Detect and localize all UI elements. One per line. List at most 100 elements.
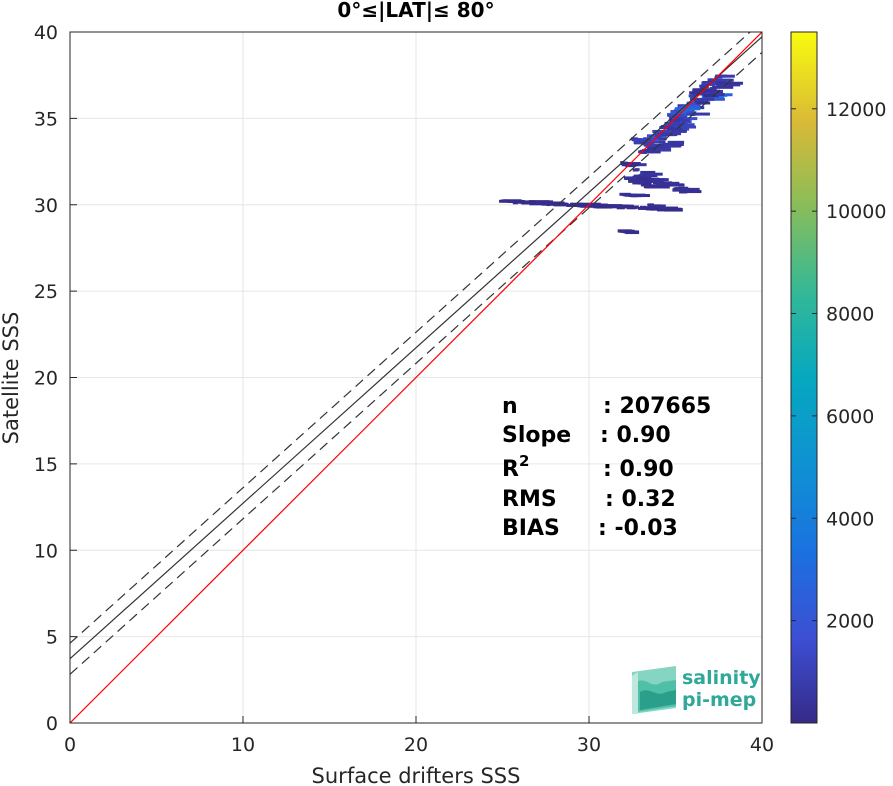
density-cell (650, 207, 666, 211)
waves-icon (632, 666, 676, 714)
density-cell (659, 143, 665, 147)
density-cell (681, 104, 701, 108)
logo-line-1: salinity (682, 667, 761, 689)
density-cell (667, 127, 683, 131)
stat-value: : -0.03 (598, 516, 678, 541)
density-cell (628, 205, 633, 209)
density-cell (690, 100, 699, 104)
density-cell (654, 204, 666, 208)
density-cell (647, 147, 655, 151)
x-tick-label: 10 (231, 734, 255, 756)
density-cell (664, 130, 672, 134)
density-cell (720, 83, 741, 87)
density-cell (710, 90, 723, 94)
density-cell (696, 97, 715, 101)
density-cell (678, 106, 699, 110)
y-tick-label: 35 (34, 108, 58, 130)
density-cell (648, 180, 664, 184)
density-cell (593, 205, 599, 209)
density-cell (647, 185, 670, 189)
x-tick-label: 40 (750, 734, 774, 756)
density-cell (616, 204, 634, 208)
stat-label: BIAS (502, 516, 560, 541)
stat-label: R (502, 457, 519, 482)
x-tick-label: 20 (404, 734, 428, 756)
stat-value: : 0.32 (605, 487, 676, 512)
density-cell (667, 114, 685, 118)
density-cell (700, 85, 709, 89)
density-cell (517, 200, 537, 204)
y-tick-label: 5 (46, 627, 58, 649)
fit-line (70, 36, 762, 660)
density-cell (646, 184, 659, 188)
y-axis-label: Satellite SSS (0, 312, 23, 445)
density-cell (645, 140, 666, 144)
y-tick-label: 40 (34, 22, 58, 44)
y-tick-label: 25 (34, 281, 58, 303)
density-cell (664, 183, 685, 187)
density-cell (659, 206, 673, 210)
regression-lines (70, 32, 762, 723)
stat-value: : 207665 (603, 394, 711, 419)
density-cell (639, 150, 661, 154)
density-cell (633, 180, 640, 184)
y-tick-label: 20 (34, 368, 58, 390)
density-cell (696, 101, 711, 105)
density-cell (617, 229, 624, 233)
density-cell (640, 183, 650, 187)
density-cell (715, 74, 735, 78)
density-cell (640, 172, 663, 176)
density-cell (689, 91, 707, 95)
density-cell (640, 172, 644, 176)
density-cell (641, 142, 655, 146)
density-cell (554, 203, 568, 207)
colorbar-tick-label: 6000 (826, 406, 874, 428)
density-cell (638, 206, 646, 210)
density-cell (689, 112, 710, 116)
density-cell (673, 109, 680, 113)
identity-line (70, 32, 762, 723)
density-cell (664, 121, 681, 125)
fit-lower-bound-line (70, 51, 762, 675)
density-cell (608, 204, 622, 208)
density-cell (707, 78, 713, 82)
x-axis: 0 10 20 30 40 (64, 716, 774, 756)
density-cell (633, 174, 652, 178)
density-cell (672, 187, 691, 191)
density-cell (642, 148, 655, 152)
density-cell (637, 181, 652, 185)
logo-line-2: pi-mep (682, 689, 756, 711)
density-cell (670, 208, 681, 212)
density-cell (501, 199, 508, 203)
density-cell (581, 203, 602, 207)
density-cell (659, 181, 680, 185)
density-cell (648, 203, 654, 207)
density-cell (621, 229, 635, 233)
density-cell (710, 78, 734, 82)
x-tick-label: 30 (577, 734, 601, 756)
colorbar-tick-label: 2000 (826, 611, 874, 633)
salinity-pi-mep-logo: salinity pi-mep (632, 666, 761, 714)
density-cell (634, 168, 640, 172)
density-cell (652, 129, 663, 133)
colorbar (790, 31, 818, 724)
y-tick-label: 10 (34, 540, 58, 562)
x-axis-label: Surface drifters SSS (312, 764, 521, 786)
colorbar-tick-label: 12000 (826, 99, 886, 121)
stats-box: n: 207665 Slope: 0.90 R 2: 0.90 RMS: 0.32 BIA… (502, 394, 711, 541)
density-cell (712, 85, 734, 89)
colorbar-tick-label: 10000 (826, 201, 886, 223)
density-cell (632, 138, 652, 142)
stat-label: RMS (502, 487, 557, 512)
y-tick-label: 0 (46, 713, 58, 735)
density-cell (679, 108, 684, 112)
stat-value: : 0.90 (600, 423, 671, 448)
density-cell (680, 117, 698, 121)
density-cell (630, 194, 638, 198)
colorbar-tick-label: 8000 (826, 304, 874, 326)
stat-label: Slope (502, 423, 571, 448)
y-tick-label: 30 (34, 195, 58, 217)
density-cell (709, 86, 717, 90)
density-cell (655, 146, 665, 150)
